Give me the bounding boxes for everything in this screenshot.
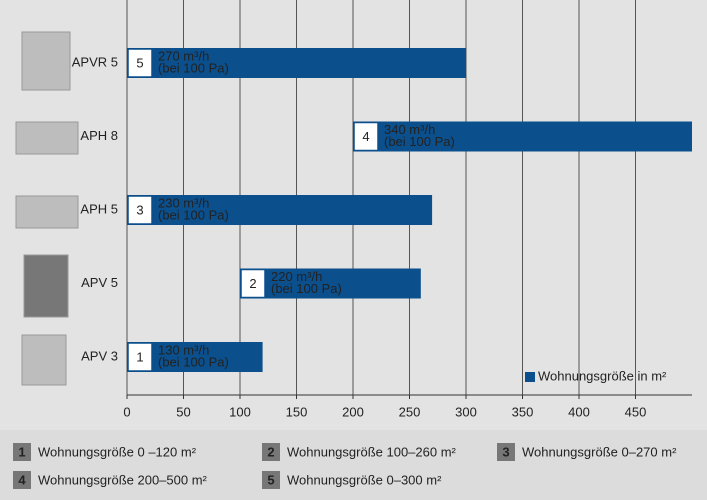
flow-label: 230 m³/h <box>158 195 209 210</box>
badge-box <box>127 195 153 225</box>
product-image <box>23 254 69 318</box>
x-tick-label: 0 <box>123 404 130 419</box>
x-tick-label: 50 <box>176 404 190 419</box>
badge-box <box>353 121 379 152</box>
category-label: APH 5 <box>80 201 118 216</box>
note-badge <box>262 443 280 461</box>
note-number: 2 <box>267 444 274 459</box>
bar <box>127 48 466 78</box>
note-number: 5 <box>267 472 274 487</box>
pressure-label: (bei 100 Pa) <box>271 281 342 296</box>
product-image <box>21 31 71 91</box>
note-number: 4 <box>18 472 26 487</box>
x-tick-label: 250 <box>399 404 421 419</box>
note-text: Wohnungsgröße 0 –120 m² <box>38 444 197 459</box>
bar <box>240 268 421 299</box>
note-text: Wohnungsgröße 0–270 m² <box>522 444 677 459</box>
x-tick-label: 350 <box>512 404 534 419</box>
note-badge <box>497 443 515 461</box>
x-tick-label: 100 <box>229 404 251 419</box>
flow-label: 340 m³/h <box>384 122 435 137</box>
badge-number: 2 <box>249 276 256 291</box>
x-tick-label: 450 <box>625 404 647 419</box>
note-number: 3 <box>502 444 509 459</box>
product-image <box>15 195 79 229</box>
flow-label: 220 m³/h <box>271 269 322 284</box>
note-text: Wohnungsgröße 200–500 m² <box>38 472 208 487</box>
category-label: APV 5 <box>81 275 118 290</box>
x-tick-label: 300 <box>455 404 477 419</box>
legend-swatch <box>525 372 535 382</box>
bar <box>353 121 692 152</box>
flow-label: 270 m³/h <box>158 48 209 63</box>
pressure-label: (bei 100 Pa) <box>158 354 229 369</box>
pressure-label: (bei 100 Pa) <box>158 207 229 222</box>
note-badge <box>13 443 31 461</box>
product-image <box>21 334 67 386</box>
badge-number: 5 <box>136 55 143 70</box>
badge-number: 1 <box>136 349 143 364</box>
badge-number: 4 <box>362 129 369 144</box>
legend-label: Wohnungsgröße in m² <box>538 368 667 383</box>
badge-box <box>127 342 153 372</box>
product-images <box>15 31 79 386</box>
note-text: Wohnungsgröße 0–300 m² <box>287 472 442 487</box>
flow-label: 130 m³/h <box>158 342 209 357</box>
pressure-label: (bei 100 Pa) <box>158 60 229 75</box>
badge-box <box>240 268 266 299</box>
x-tick-label: 400 <box>568 404 590 419</box>
note-number: 1 <box>18 444 25 459</box>
note-text: Wohnungsgröße 100–260 m² <box>287 444 457 459</box>
notes-panel <box>0 430 707 500</box>
note-badge <box>13 471 31 489</box>
badge-number: 3 <box>136 202 143 217</box>
category-label: APV 3 <box>81 348 118 363</box>
category-label: APVR 5 <box>72 54 118 69</box>
x-tick-label: 200 <box>342 404 364 419</box>
badge-box <box>127 48 153 78</box>
note-badge <box>262 471 280 489</box>
category-label: APH 8 <box>80 128 118 143</box>
pressure-label: (bei 100 Pa) <box>384 134 455 149</box>
product-image <box>15 121 79 155</box>
bar <box>127 195 433 225</box>
x-tick-label: 150 <box>286 404 308 419</box>
